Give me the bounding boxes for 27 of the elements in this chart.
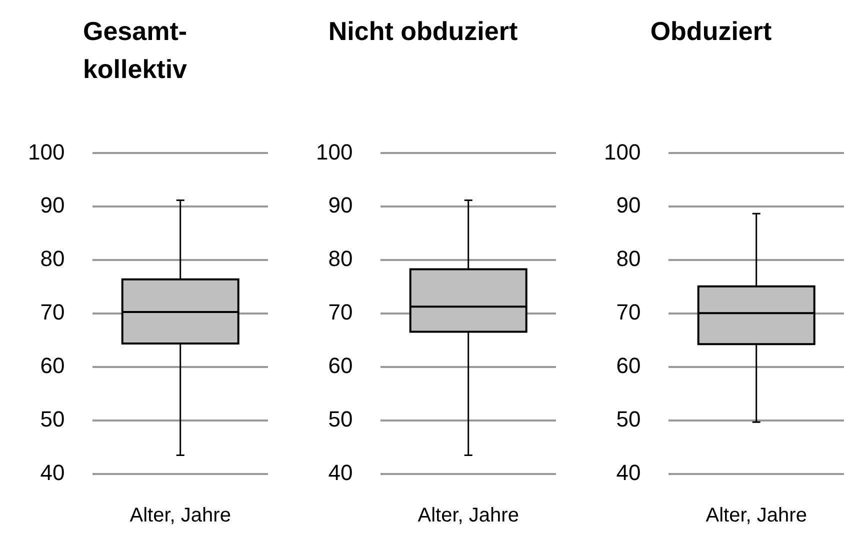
y-tick-label: 90 [328,192,353,218]
x-axis-title: Alter, Jahre [418,504,519,527]
y-tick-label: 80 [40,246,65,272]
x-axis-title: Alter, Jahre [706,504,807,527]
y-tick-label: 70 [328,300,353,325]
chart-title: Nicht obduziert [328,15,518,48]
y-tick-label: 100 [604,139,641,164]
y-tick-label: 70 [616,300,641,325]
y-tick-label: 50 [616,406,641,432]
x-axis-title: Alter, Jahre [130,504,231,527]
y-tick-label: 60 [328,353,353,378]
chart-title: Obduziert [649,15,773,48]
y-tick-label: 90 [40,192,65,218]
y-tick-label: 50 [328,406,353,432]
y-tick-label: 60 [616,353,641,378]
y-tick-label: 80 [328,246,353,272]
y-tick-label: 70 [40,300,65,325]
y-tick-label: 100 [28,139,65,164]
y-tick-label: 40 [616,460,641,486]
y-tick-label: 40 [328,460,353,486]
y-tick-label: 50 [40,406,65,432]
y-tick-label: 90 [616,192,641,218]
y-tick-label: 40 [40,460,65,486]
y-tick-label: 100 [316,139,353,164]
y-tick-label: 80 [616,246,641,272]
y-tick-label: 60 [40,353,65,378]
chart-title: Gesamt-kollektiv [82,15,188,86]
